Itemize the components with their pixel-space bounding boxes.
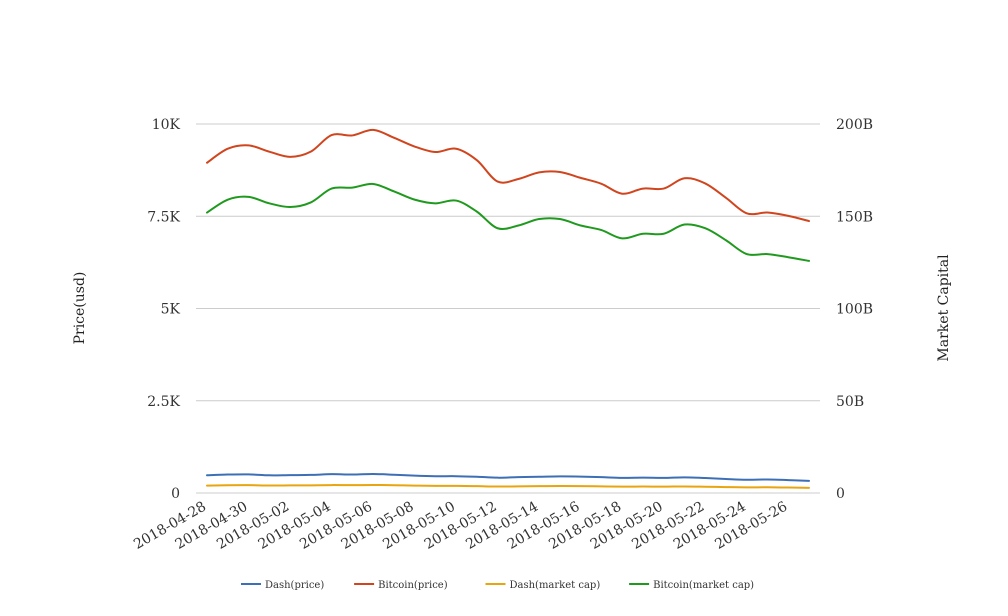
legend-item: Bitcoin(price)	[354, 580, 448, 591]
series-line-dash-price	[206, 472, 810, 482]
legend-label: Bitcoin(market cap)	[653, 580, 754, 591]
right-axis-ticks: 0 50B 100B 150B 200B	[836, 117, 873, 502]
series-line-dash-market-cap	[206, 483, 810, 489]
y-right-tick-label: 0	[836, 486, 845, 502]
y-left-tick-label: 10K	[152, 117, 181, 133]
y-right-tick-label: 50B	[836, 394, 864, 410]
y-axis-right-title: Market Capital	[936, 254, 952, 362]
legend: Dash(price) Bitcoin(price) Dash(market cap…	[241, 580, 754, 591]
legend-item: Dash(market cap)	[485, 580, 601, 591]
legend-item: Dash(price)	[241, 580, 324, 591]
y-right-tick-label: 150B	[836, 209, 873, 225]
y-axis-left-title: Price(usd)	[72, 272, 88, 345]
y-left-tick-label: 0	[171, 486, 180, 502]
y-left-tick-label: 2.5K	[147, 394, 180, 410]
y-right-tick-label: 100B	[836, 302, 873, 318]
x-axis-ticks: 2018-04-282018-04-302018-05-022018-05-04…	[131, 499, 790, 553]
gridlines	[196, 123, 820, 494]
left-axis-ticks: 0 2.5K 5K 7.5K 10K	[147, 117, 180, 502]
legend-label: Dash(price)	[265, 580, 324, 591]
legend-label: Bitcoin(price)	[378, 580, 448, 591]
y-left-tick-label: 7.5K	[147, 209, 180, 225]
series-line-bitcoin-price	[206, 128, 810, 223]
series-lines	[206, 128, 810, 489]
series-line-bitcoin-market-cap	[206, 182, 810, 262]
y-left-tick-label: 5K	[161, 302, 181, 318]
legend-item: Bitcoin(market cap)	[629, 580, 754, 591]
y-right-tick-label: 200B	[836, 117, 873, 133]
legend-label: Dash(market cap)	[510, 580, 601, 591]
